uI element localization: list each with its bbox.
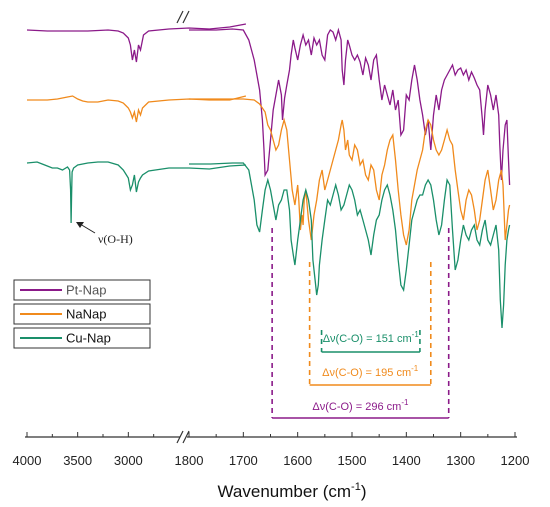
series-layer — [26, 23, 511, 329]
cu-delta-label: Δν(C-O) = 151 cm-1 — [323, 330, 420, 345]
x-tick-label: 4000 — [13, 453, 42, 468]
x-tick-label: 1600 — [283, 453, 312, 468]
series-line-nanap-low — [189, 98, 511, 246]
series-line-pt-nap-high — [26, 23, 247, 63]
oh-label: ν(O-H) — [98, 232, 133, 246]
x-axis-title: Wavenumber (cm-1) — [218, 481, 367, 501]
legend-label-nanap: NaNap — [66, 307, 106, 322]
x-axis: 4000 3500 3000 1800 1700 1600 1500 1400 1300 1200 — [13, 10, 530, 468]
x-tick-label: 1800 — [175, 453, 204, 468]
legend-label-cu-nap: Cu-Nap — [66, 331, 111, 346]
series-line-pt-nap-low — [189, 27, 511, 186]
axis-break-mark — [176, 430, 184, 444]
axis-break-mark — [182, 430, 190, 444]
axis-break-mark-top — [182, 10, 190, 24]
x-tick-label: 1400 — [392, 453, 421, 468]
pt-delta-label: Δν(C-O) = 296 cm-1 — [312, 398, 409, 413]
axis-break-mark-top — [176, 10, 184, 24]
x-tick-label: 1200 — [501, 453, 530, 468]
legend: Pt-Nap NaNap Cu-Nap — [13, 279, 151, 349]
legend-box-pt-nap — [13, 279, 151, 301]
oh-arrowhead — [76, 222, 84, 228]
oh-arrow — [79, 223, 96, 234]
series-line-cu-nap-low — [189, 162, 511, 329]
legend-label-pt-nap: Pt-Nap — [66, 283, 106, 298]
x-tick-label: 3500 — [63, 453, 92, 468]
legend-box-nanap — [13, 303, 151, 325]
x-tick-label: 3000 — [114, 453, 143, 468]
na-delta-label: Δν(C-O) = 195 cm-1 — [322, 364, 419, 379]
legend-box-cu-nap — [13, 327, 151, 349]
x-tick-label: 1300 — [446, 453, 475, 468]
x-tick-label: 1500 — [338, 453, 367, 468]
series-line-nanap-high — [27, 95, 247, 123]
x-tick-label: 1700 — [229, 453, 258, 468]
series-line-cu-nap-high — [26, 161, 246, 224]
annotation-layer: ν(O-H) Δν(C-O) = 151 cm-1 Δν(C-O) = 195 cm… — [76, 222, 450, 419]
